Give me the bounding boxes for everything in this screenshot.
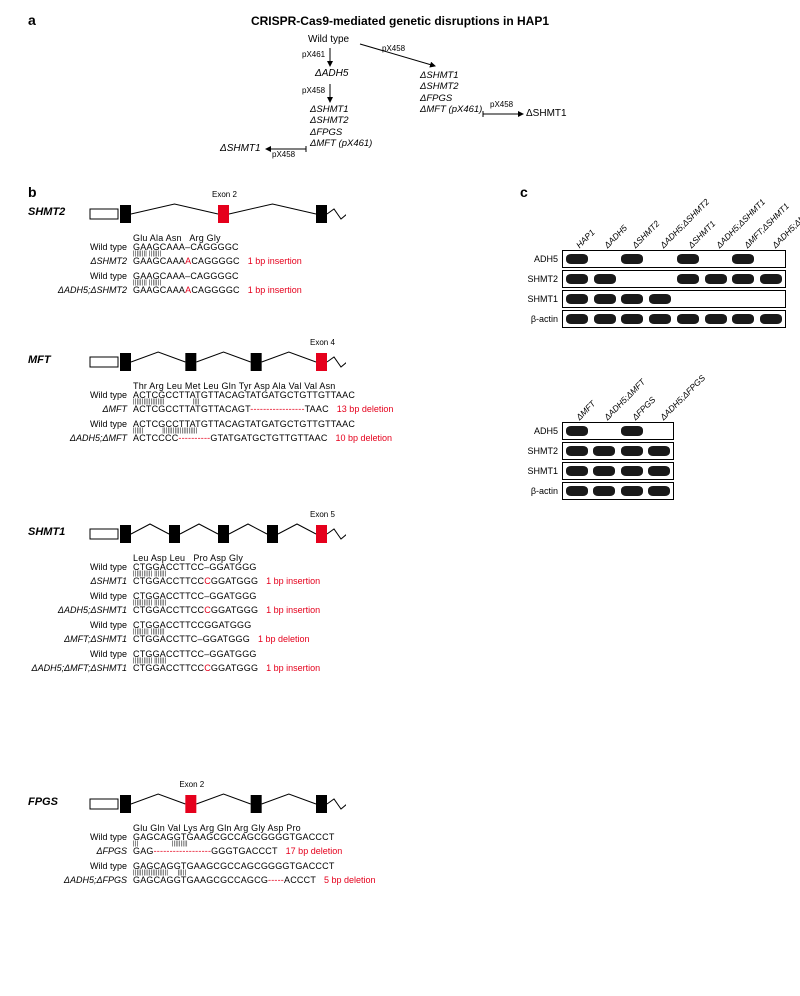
panel-a-arrows xyxy=(210,34,590,169)
panel-label-c: c xyxy=(520,184,528,200)
sequence-block: Wild typeCTGGACCTTCCGGATGGG||||||||| |||… xyxy=(28,621,498,644)
adh5-node: ΔADH5 xyxy=(315,68,348,79)
lane-header: ΔADH5;ΔSHMT2 xyxy=(658,197,711,250)
gene-diagram xyxy=(86,200,346,228)
panel-label-a: a xyxy=(28,12,36,28)
blot-label: β-actin xyxy=(520,486,562,496)
lane-header: ΔADH5;ΔSHMT1 xyxy=(714,197,767,250)
lane-header: ΔADH5 xyxy=(602,223,629,250)
gene-diagram xyxy=(86,520,346,548)
lane-header: HAP1 xyxy=(574,227,597,250)
left-list: ΔSHMT1ΔSHMT2ΔFPGSΔMFT (pX461) xyxy=(310,104,372,150)
blot-row: ADH5 xyxy=(520,250,794,268)
blot-row: β-actin xyxy=(520,310,794,328)
gene-name: SHMT2 xyxy=(28,206,65,218)
western-blot-2: ΔMFTΔADH5;ΔMFTΔFPGSΔADH5;ΔFPGSADH5SHMT2S… xyxy=(520,372,682,502)
gene-name: SHMT1 xyxy=(28,526,65,538)
sequence-block: Wild typeCTGGACCTTCC–GGATGGG||||||||||| … xyxy=(28,592,498,615)
blot-row: β-actin xyxy=(520,482,682,500)
lane-header: ΔSHMT2 xyxy=(630,219,661,250)
exon-label: Exon 2 xyxy=(179,780,204,789)
px458-label-1: pX458 xyxy=(382,44,405,53)
blot-label: ADH5 xyxy=(520,254,562,264)
px458-label-3: pX458 xyxy=(272,150,295,159)
px458-label-4: pX458 xyxy=(490,100,513,109)
sequence-block: Wild typeCTGGACCTTCC–GGATGGG||||||||||| … xyxy=(28,563,498,586)
blot-label: SHMT2 xyxy=(520,446,562,456)
gene-diagram xyxy=(86,348,346,376)
blot-label: ADH5 xyxy=(520,426,562,436)
left-out: ΔSHMT1 xyxy=(220,143,261,154)
sequence-block: Wild typeGAGCAGGTGAAGCGCCAGCGGGGTGACCCT|… xyxy=(28,862,498,885)
sequence-block: Wild typeCTGGACCTTCC–GGATGGG||||||||||| … xyxy=(28,650,498,673)
px461-label-1: pX461 xyxy=(302,50,325,59)
blot-row: SHMT2 xyxy=(520,442,682,460)
gene-name: MFT xyxy=(28,354,51,366)
right-out: ΔSHMT1 xyxy=(526,108,567,119)
panel-a-tree: Wild type pX461 pX458 ΔADH5 pX458 ΔSHMT1… xyxy=(210,34,590,169)
lane-header: ΔADH5;ΔFPGS xyxy=(658,373,707,422)
blot-row: SHMT1 xyxy=(520,290,794,308)
px458-label-2: pX458 xyxy=(302,86,325,95)
blot-label: SHMT1 xyxy=(520,466,562,476)
sequence-block: Wild typeGAAGCAAA–CAGGGGC|||||||| ||||||… xyxy=(28,272,498,295)
gene-diagram xyxy=(86,790,346,818)
sequence-block: Wild typeGAGCAGGTGAAGCGCCAGCGGGGTGACCCT|… xyxy=(28,833,498,856)
right-list: ΔSHMT1ΔSHMT2ΔFPGSΔMFT (pX461) xyxy=(420,70,482,116)
panel-label-b: b xyxy=(28,184,37,200)
sequence-block: Wild typeGAAGCAAA–CAGGGGC|||||||| ||||||… xyxy=(28,243,498,266)
blot-label: SHMT2 xyxy=(520,274,562,284)
sequence-block: Wild typeACTCGCCTTATGTTACAGTATGATGCTGTTG… xyxy=(28,391,498,414)
lane-header: ΔMFT xyxy=(574,399,597,422)
gene-name: FPGS xyxy=(28,796,58,808)
blot-row: ADH5 xyxy=(520,422,682,440)
figure-title: CRISPR-Cas9-mediated genetic disruptions… xyxy=(200,14,600,28)
blot-row: SHMT1 xyxy=(520,462,682,480)
blot-label: SHMT1 xyxy=(520,294,562,304)
sequence-block: Wild typeACTCGCCTTATGTTACAGTATGATGCTGTTG… xyxy=(28,420,498,443)
lane-header: ΔFPGS xyxy=(630,395,657,422)
western-blot-1: HAP1ΔADH5ΔSHMT2ΔADH5;ΔSHMT2ΔSHMT1ΔADH5;Δ… xyxy=(520,200,794,330)
exon-label: Exon 2 xyxy=(212,190,237,199)
exon-label: Exon 5 xyxy=(310,510,335,519)
blot-label: β-actin xyxy=(520,314,562,324)
blot-row: SHMT2 xyxy=(520,270,794,288)
exon-label: Exon 4 xyxy=(310,338,335,347)
